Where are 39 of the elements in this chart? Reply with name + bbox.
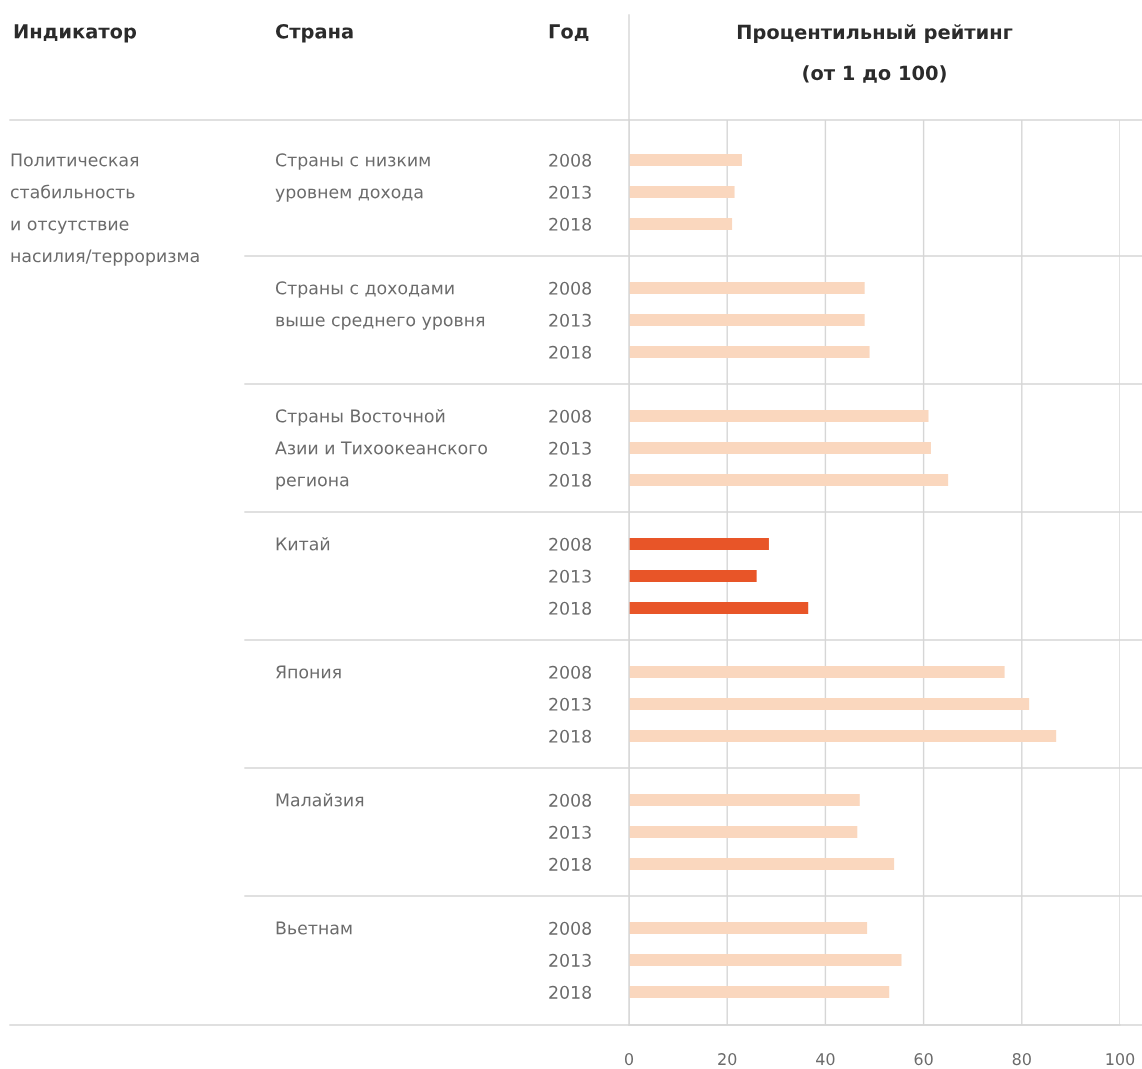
x-tick-label: 20 bbox=[718, 1053, 737, 1066]
y-tick-label: 2008 bbox=[549, 793, 591, 807]
text: Вьетнам bbox=[276, 921, 352, 935]
text: Страна bbox=[275, 23, 353, 43]
y-tick-label: 2018 bbox=[549, 601, 591, 615]
y-tick-label: 2018 bbox=[549, 473, 591, 487]
y-tick-label: 2008 bbox=[549, 281, 591, 295]
x-tick-label: 0 bbox=[624, 1053, 634, 1066]
text: Малайзия bbox=[276, 793, 364, 807]
x-tick-label: 100 bbox=[1106, 1053, 1135, 1066]
y-tick-label: 2018 bbox=[549, 729, 591, 743]
y-tick-label: 2013 bbox=[549, 569, 591, 583]
text: Страны с доходами выше среднего уровня bbox=[275, 281, 485, 330]
y-tick-label: 2008 bbox=[549, 921, 591, 935]
y-tick-label: 2013 bbox=[549, 313, 591, 327]
y-tick-label: 2018 bbox=[549, 857, 591, 871]
y-tick-label: 2013 bbox=[549, 825, 591, 839]
text: Индикатор bbox=[14, 24, 137, 43]
text: Страны Восточной Азии и Тихоокеанского региона bbox=[275, 409, 487, 490]
y-tick-label: 2013 bbox=[549, 185, 591, 199]
y-tick-label: 2018 bbox=[549, 345, 591, 359]
x-tick-label: 60 bbox=[914, 1053, 933, 1066]
text: Политическая стабильность и отсутствие насилия/терроризма bbox=[10, 153, 199, 266]
y-tick-label: 2013 bbox=[549, 953, 591, 967]
y-tick-label: 2008 bbox=[549, 409, 591, 423]
y-axis-title: Год bbox=[549, 24, 589, 42]
x-axis-title: Процентильный рейтинг (от 1 до 100) bbox=[737, 24, 1013, 83]
y-tick-label: 2013 bbox=[549, 697, 591, 711]
y-tick-label: 2008 bbox=[549, 665, 591, 679]
text: Страны с низким уровнем дохода bbox=[275, 153, 430, 202]
x-tick-label: 40 bbox=[816, 1053, 835, 1066]
y-tick-label: 2013 bbox=[549, 441, 591, 455]
y-tick-label: 2008 bbox=[549, 153, 591, 167]
y-tick-label: 2018 bbox=[549, 217, 591, 231]
y-tick-label: 2018 bbox=[549, 985, 591, 999]
text: Япония bbox=[276, 665, 341, 679]
x-tick-label: 80 bbox=[1012, 1053, 1031, 1066]
text: Китай bbox=[276, 537, 330, 551]
y-tick-label: 2008 bbox=[549, 537, 591, 551]
